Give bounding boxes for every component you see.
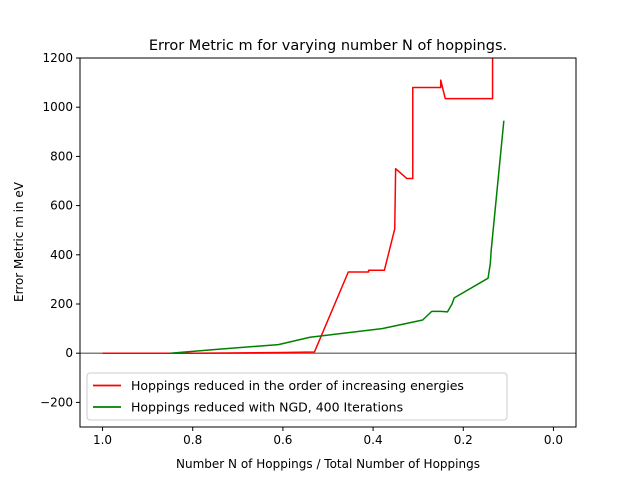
y-tick-label: 1200 <box>42 51 73 65</box>
y-tick-label: 400 <box>50 248 73 262</box>
y-axis-label: Error Metric m in eV <box>12 181 26 302</box>
x-tick-label: 0.8 <box>183 433 202 447</box>
x-tick-label: 0.4 <box>364 433 383 447</box>
x-tick-label: 0.6 <box>273 433 292 447</box>
chart-title: Error Metric m for varying number N of h… <box>149 38 507 54</box>
x-tick-label: 0.0 <box>544 433 563 447</box>
axes-frame <box>79 57 577 428</box>
y-tick-label: 200 <box>50 297 73 311</box>
legend-label-1: Hoppings reduced in the order of increas… <box>131 378 464 393</box>
series-line-1 <box>102 58 494 354</box>
y-tick-label: 1000 <box>42 100 73 114</box>
legend-box <box>86 372 508 421</box>
x-axis-label: Number N of Hoppings / Total Number of H… <box>176 457 480 471</box>
legend-label-2: Hoppings reduced with NGD, 400 Iteration… <box>131 400 403 415</box>
x-tick-label: 0.2 <box>454 433 473 447</box>
y-tick-label: 800 <box>50 149 73 163</box>
x-tick-label: 1.0 <box>93 433 112 447</box>
y-tick-label: −200 <box>40 395 73 409</box>
y-tick-label: 0 <box>65 346 73 360</box>
y-tick-label: 600 <box>50 199 73 213</box>
series-line-2 <box>170 120 505 354</box>
